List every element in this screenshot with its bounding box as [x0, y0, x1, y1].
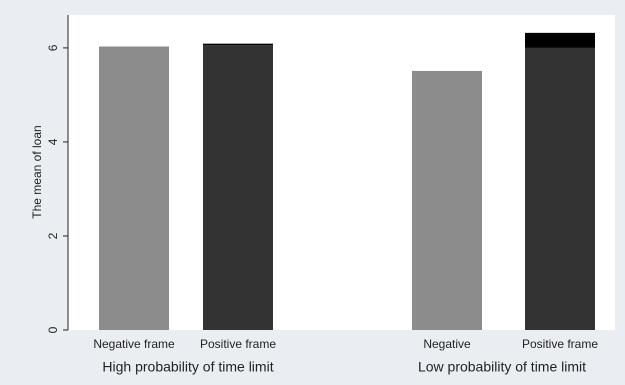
- y-axis-label: The mean of loan: [30, 125, 44, 218]
- bar-segment: [203, 45, 273, 330]
- bar-segment: [99, 47, 169, 331]
- y-tick-label: 0: [46, 326, 60, 333]
- x-tick-label: Negative: [423, 337, 471, 351]
- x-tick-label: Positive frame: [522, 337, 598, 351]
- x-tick-label: Negative frame: [93, 337, 175, 351]
- x-tick-label: Positive frame: [200, 337, 276, 351]
- bar-segment: [412, 71, 482, 330]
- group-label: Low probability of time limit: [418, 359, 586, 375]
- chart: The mean of loan High probability of tim…: [0, 0, 625, 385]
- bar-segment: [203, 44, 273, 45]
- bar-segment: [525, 33, 595, 48]
- y-tick-label: 6: [46, 44, 60, 51]
- group-label: High probability of time limit: [102, 359, 273, 375]
- bar-segment: [525, 48, 595, 330]
- y-tick-label: 2: [46, 232, 60, 239]
- y-tick-label: 4: [46, 138, 60, 145]
